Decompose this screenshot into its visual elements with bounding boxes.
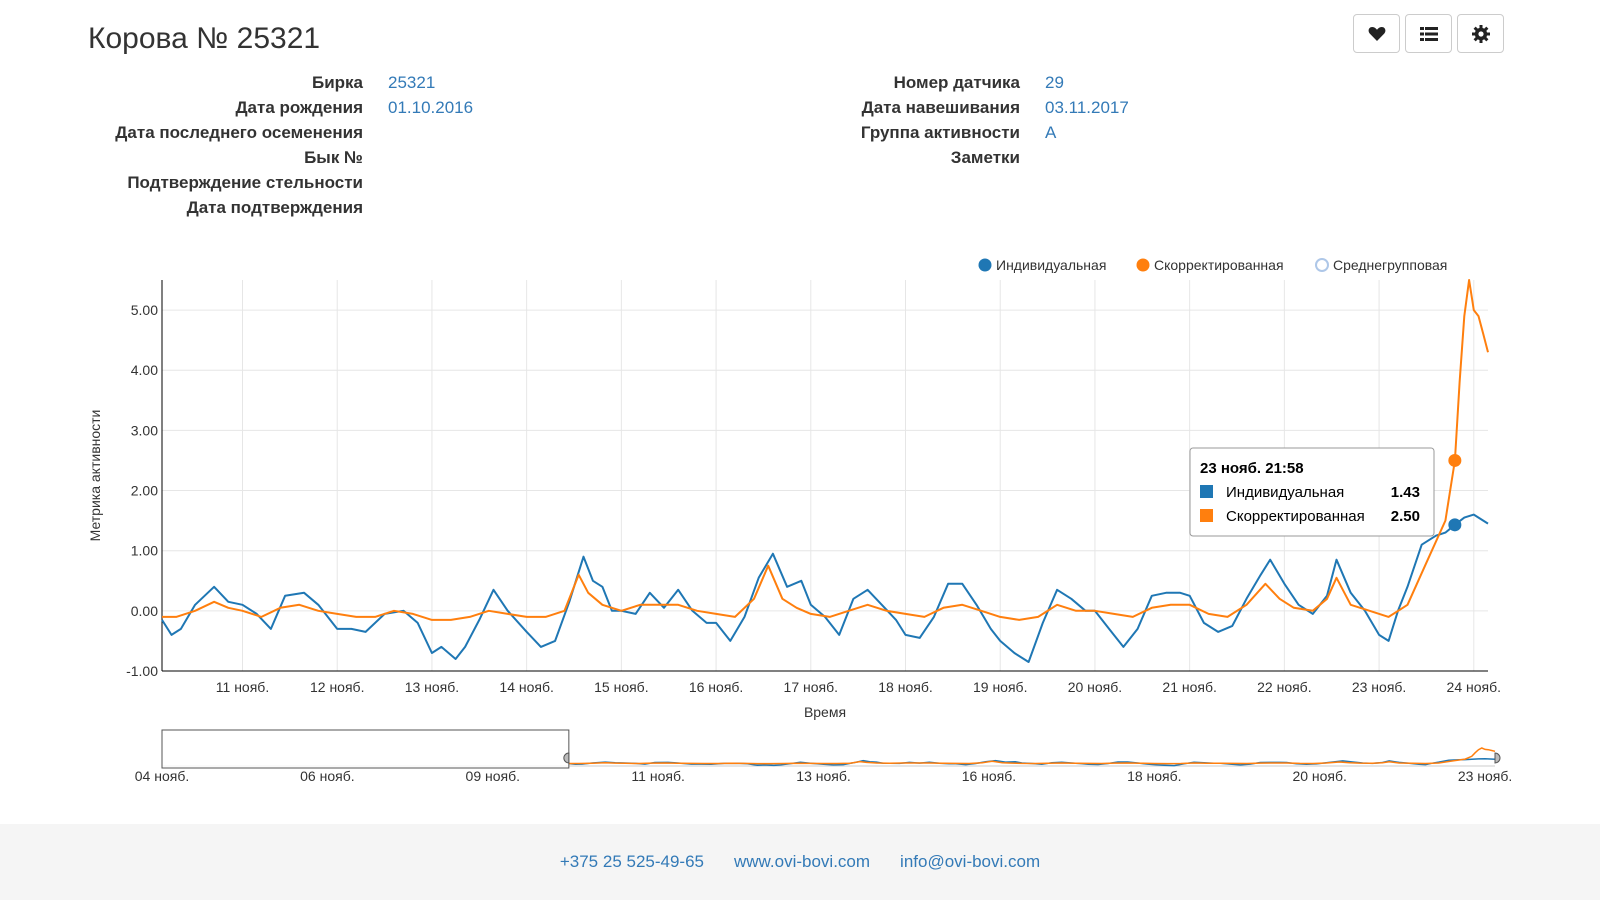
heart-icon — [1368, 26, 1385, 41]
chart-tooltip: 23 нояб. 21:58 Индивидуальная 1.43 Скоррект… — [1189, 447, 1435, 537]
x-tick-label: 12 нояб. — [310, 679, 364, 695]
legend-item[interactable]: Скорректированная — [1136, 257, 1284, 273]
legend-item[interactable]: Индивидуальная — [978, 257, 1107, 273]
y-tick-label: 2.00 — [131, 483, 158, 499]
info-label: Дата навешивания — [861, 98, 1020, 117]
info-value: 03.11.2017 — [1045, 98, 1129, 117]
x-tick-label: 23 нояб. — [1352, 679, 1406, 695]
settings-button[interactable] — [1457, 14, 1504, 53]
page-title: Корова № 25321 — [88, 22, 321, 55]
navigator-selection[interactable] — [161, 729, 570, 769]
x-tick-label: 13 нояб. — [405, 679, 459, 695]
legend-label: Индивидуальная — [996, 257, 1106, 273]
hover-point — [1448, 453, 1462, 467]
legend-label: Скорректированная — [1154, 257, 1284, 273]
legend-label: Среднегрупповая — [1333, 257, 1447, 273]
navigator-tick-label: 16 нояб. — [962, 768, 1016, 784]
legend-item[interactable]: Среднегрупповая — [1315, 257, 1447, 273]
navigator-tick-label: 09 нояб. — [466, 768, 520, 784]
info-value: 29 — [1045, 73, 1064, 92]
navigator-tick-label: 18 нояб. — [1127, 768, 1181, 784]
list-icon — [1419, 26, 1438, 41]
x-tick-label: 17 нояб. — [784, 679, 838, 695]
x-tick-label: 19 нояб. — [973, 679, 1027, 695]
navigator-tick-label: 06 нояб. — [300, 768, 354, 784]
footer: +375 25 525-49-65 www.ovi-bovi.com info@… — [0, 824, 1600, 900]
info-value: A — [1045, 123, 1057, 142]
tooltip-value: 2.50 — [1391, 508, 1420, 525]
y-tick-label: 4.00 — [131, 362, 158, 378]
y-tick-label: 0.00 — [131, 603, 158, 619]
info-label: Подтверждение стельности — [127, 173, 363, 192]
navigator-handle-right-icon[interactable] — [1494, 752, 1501, 764]
info-row: Группа активности A — [640, 120, 1129, 145]
navigator-tick-label: 20 нояб. — [1292, 768, 1346, 784]
info-label: Бирка — [311, 73, 363, 92]
info-label: Дата рождения — [235, 98, 363, 117]
series-line — [162, 279, 1489, 621]
info-row: Подтверждение стельности — [0, 170, 473, 195]
y-tick-label: 5.00 — [131, 302, 158, 318]
info-label: Дата подтверждения — [186, 198, 363, 217]
navigator-series-line — [568, 747, 1496, 765]
navigator-handle-left-icon[interactable] — [563, 752, 570, 764]
info-label: Заметки — [950, 148, 1020, 167]
heart-button[interactable] — [1353, 14, 1400, 53]
x-tick-label: 24 нояб. — [1447, 679, 1501, 695]
x-tick-label: 22 нояб. — [1257, 679, 1311, 695]
info-right: Номер датчика 29 Дата навешивания 03.11.20… — [640, 70, 1129, 170]
tooltip-title: 23 нояб. 21:58 — [1200, 460, 1304, 477]
tooltip-swatch — [1200, 509, 1213, 522]
x-tick-label: 16 нояб. — [689, 679, 743, 695]
info-label: Дата последнего осеменения — [115, 123, 363, 142]
info-row: Заметки — [640, 145, 1129, 170]
info-label: Группа активности — [860, 123, 1020, 142]
x-tick-label: 21 нояб. — [1162, 679, 1216, 695]
legend-marker-icon — [1136, 258, 1150, 272]
toolbar — [1353, 14, 1504, 53]
x-tick-label: 20 нояб. — [1068, 679, 1122, 695]
info-row: Бирка 25321 — [0, 70, 473, 95]
info-row: Бык № — [0, 145, 473, 170]
navigator-tick-label: 11 нояб. — [631, 768, 684, 784]
footer-site-link[interactable]: www.ovi-bovi.com — [734, 852, 871, 871]
y-tick-label: 1.00 — [131, 543, 158, 559]
tooltip-swatch — [1200, 485, 1213, 498]
series-line — [161, 513, 1489, 663]
tooltip-series-name: Индивидуальная — [1226, 484, 1344, 501]
footer-phone-link[interactable]: +375 25 525-49-65 — [559, 852, 704, 871]
activity-chart[interactable]: Индивидуальная Скорректированная Среднегру… — [0, 240, 1600, 800]
navigator-series-line — [568, 758, 1496, 767]
info-left: Бирка 25321 Дата рождения 01.10.2016 Дата … — [0, 70, 473, 220]
footer-email-link[interactable]: info@ovi-bovi.com — [900, 852, 1041, 871]
tooltip-value: 1.43 — [1391, 484, 1420, 501]
info-row: Дата навешивания 03.11.2017 — [640, 95, 1129, 120]
info-row: Дата последнего осеменения — [0, 120, 473, 145]
x-tick-label: 15 нояб. — [594, 679, 648, 695]
legend-marker-icon — [978, 258, 992, 272]
x-tick-label: 14 нояб. — [499, 679, 553, 695]
legend-marker-icon — [1315, 258, 1329, 272]
x-tick-label: 11 нояб. — [216, 679, 269, 695]
tooltip-box — [1189, 447, 1435, 537]
navigator-tick-label: 23 нояб. — [1458, 768, 1512, 784]
info-label: Бык № — [304, 148, 363, 167]
info-row: Дата подтверждения — [0, 195, 473, 220]
y-tick-label: 3.00 — [131, 422, 158, 438]
hover-point — [1448, 518, 1462, 532]
y-axis-label: Метрика активности — [87, 410, 103, 542]
navigator-tick-label: 04 нояб. — [135, 768, 189, 784]
list-button[interactable] — [1405, 14, 1452, 53]
info-row: Дата рождения 01.10.2016 — [0, 95, 473, 120]
x-axis-label: Время — [804, 704, 846, 720]
x-tick-label: 18 нояб. — [878, 679, 932, 695]
info-value: 25321 — [388, 73, 436, 92]
navigator-tick-label: 13 нояб. — [796, 768, 850, 784]
info-label: Номер датчика — [893, 73, 1020, 92]
info-row: Номер датчика 29 — [640, 70, 1129, 95]
info-value: 01.10.2016 — [388, 98, 474, 117]
y-tick-label: -1.00 — [126, 663, 158, 679]
gear-icon — [1471, 24, 1490, 43]
tooltip-series-name: Скорректированная — [1226, 508, 1365, 525]
